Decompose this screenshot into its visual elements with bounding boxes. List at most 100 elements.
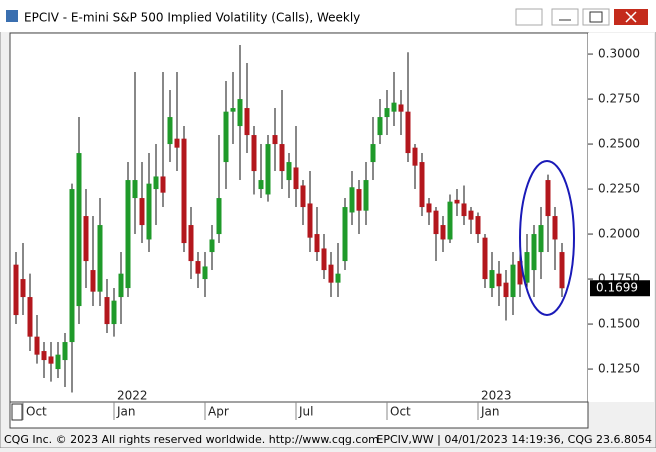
candle-body <box>34 336 40 355</box>
y-tick-label: 0.1500 <box>598 317 640 331</box>
minimize-button[interactable] <box>551 8 579 26</box>
last-value-box <box>590 280 650 297</box>
candle-body <box>132 180 138 199</box>
candle-body <box>300 185 306 208</box>
candle-body <box>545 180 551 217</box>
candle-body <box>167 117 173 145</box>
candle-body <box>223 111 229 163</box>
x-tick-label: Jan <box>480 405 500 419</box>
candle-body <box>125 180 131 289</box>
candle-body <box>377 117 383 136</box>
candle-body <box>76 153 82 307</box>
candle-body <box>181 138 187 244</box>
candle-body <box>146 183 152 240</box>
close-icon <box>625 11 637 23</box>
candle-body <box>41 351 47 361</box>
year-label: 2023 <box>481 389 512 403</box>
y-tick-label: 0.3000 <box>598 47 640 61</box>
candle-body <box>174 138 180 148</box>
y-tick-label: 0.2500 <box>598 137 640 151</box>
candle-body <box>314 234 320 253</box>
candle-body <box>454 199 460 204</box>
candle-body <box>90 270 96 292</box>
last-value-label: 0.1699 <box>596 281 638 295</box>
candle-body <box>405 111 411 154</box>
footer-left: CQG Inc. © 2023 All rights reserved worl… <box>4 433 379 446</box>
candle-body <box>188 225 194 262</box>
candle-body <box>363 180 369 211</box>
link-button[interactable] <box>515 8 543 26</box>
window-title: EPCIV - E-mini S&P 500 Implied Volatilit… <box>24 11 360 25</box>
candle-body <box>13 264 19 316</box>
x-tick-label: Jan <box>116 405 136 419</box>
scroll-handle[interactable] <box>11 403 23 421</box>
highlight-ellipse <box>519 160 575 316</box>
candle-body <box>489 270 495 289</box>
candle-body <box>244 108 250 136</box>
maximize-icon <box>589 11 603 23</box>
candle-body <box>230 108 236 112</box>
candle-body <box>398 104 404 112</box>
candle-body <box>447 201 453 240</box>
candle-body <box>517 261 523 285</box>
candle-body <box>62 342 68 361</box>
candle-body <box>461 203 467 217</box>
candle-body <box>510 264 516 298</box>
candle-body <box>83 216 89 262</box>
candle-body <box>20 279 26 298</box>
candle-body <box>286 162 292 181</box>
maximize-button[interactable] <box>582 8 610 26</box>
candle-body <box>440 225 446 240</box>
candle-body <box>293 167 299 190</box>
candle-body <box>195 261 201 274</box>
candle-body <box>97 225 103 292</box>
x-tick-label: Apr <box>208 405 229 419</box>
candle-body <box>202 266 208 280</box>
candle-body <box>356 189 362 211</box>
candle-body <box>160 176 166 193</box>
candle-body <box>342 207 348 262</box>
candle-body <box>524 252 530 283</box>
candle-body <box>426 203 432 213</box>
candle-body <box>433 210 439 235</box>
candle-body <box>111 300 117 325</box>
x-axis-area <box>9 401 589 429</box>
candle-body <box>265 144 271 195</box>
candle-body <box>216 198 222 235</box>
candle-body <box>139 198 145 226</box>
candle-body <box>272 135 278 145</box>
y-tick-label: 0.2000 <box>598 227 640 241</box>
candle-body <box>48 356 54 364</box>
x-tick-label: Oct <box>26 405 47 419</box>
candle-body <box>209 239 215 253</box>
candle-body <box>370 144 376 163</box>
y-tick-label: 0.1250 <box>598 362 640 376</box>
candle-body <box>55 354 61 370</box>
candle-body <box>279 144 285 172</box>
year-label: 2022 <box>117 389 148 403</box>
candle-body <box>307 203 313 238</box>
footer-right: EPCIV,WW | 04/01/2023 14:19:36, CQG 23.6… <box>376 433 652 446</box>
y-tick-label: 0.2750 <box>598 92 640 106</box>
candle-body <box>349 187 355 213</box>
candle-body <box>538 225 544 253</box>
candle-body <box>496 273 502 287</box>
candle-body <box>118 273 124 298</box>
candle-body <box>384 108 390 118</box>
candle-body <box>468 210 474 220</box>
y-axis-area <box>588 33 654 402</box>
candle-body <box>531 234 537 271</box>
candle-body <box>559 252 565 289</box>
app-icon <box>6 10 18 22</box>
title-bar <box>0 0 656 32</box>
candle-body <box>412 147 418 166</box>
candle-body <box>69 189 75 343</box>
candle-body <box>153 176 159 190</box>
candle-body <box>391 102 397 112</box>
candle-body <box>419 162 425 208</box>
candle-body <box>552 216 558 240</box>
y-tick-label: 0.2250 <box>598 182 640 196</box>
candle-body <box>251 135 257 172</box>
